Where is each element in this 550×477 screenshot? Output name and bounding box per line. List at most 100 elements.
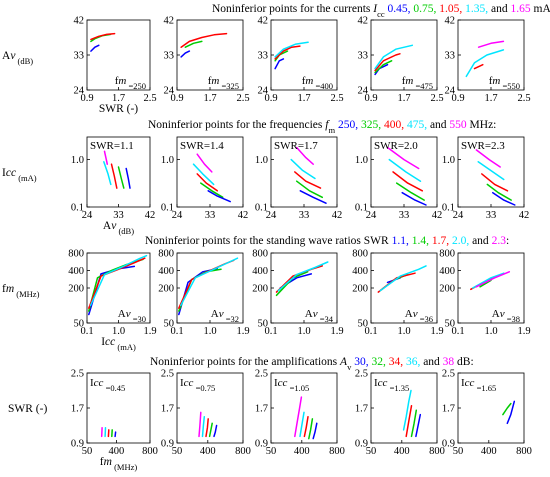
series-line-32 bbox=[208, 422, 213, 438]
y-tick-label: 200 bbox=[439, 284, 455, 295]
y-tick-label: 1.7 bbox=[255, 404, 268, 415]
panel-2: 0.9 1.7 2.5 42 33 24 fm =325 bbox=[164, 16, 250, 105]
panel-3: 0.1 1.0 1.9 800 400 200 50 Av =34 bbox=[252, 249, 343, 338]
y-tick-label: 2.5 bbox=[255, 369, 268, 380]
y-tick-label: 200 bbox=[252, 284, 268, 295]
y-tick-label: 1.0 bbox=[71, 155, 84, 166]
x-tick-label: 0.9 bbox=[264, 93, 277, 104]
y-tick-label: 800 bbox=[158, 249, 174, 260]
x-tick-label: 1.7 bbox=[397, 93, 410, 104]
panel-4: 0.9 1.7 2.5 42 33 24 fm =475 bbox=[358, 16, 444, 105]
series-line-2.0 bbox=[89, 254, 148, 307]
y-axis-label: SWR (-) bbox=[8, 403, 47, 415]
x-tick-label: 1.7 bbox=[484, 93, 497, 104]
x-tick-label: 0.1 bbox=[451, 326, 464, 337]
y-tick-label: 2.5 bbox=[442, 369, 455, 380]
x-tick-label: 50 bbox=[266, 446, 277, 457]
y-tick-label: 33 bbox=[258, 51, 269, 62]
panel-label: Icc =1.35 bbox=[374, 377, 409, 393]
x-tick-label: 400 bbox=[481, 446, 497, 457]
x-tick-label: 1.9 bbox=[430, 326, 443, 337]
panel-label: Av =32 bbox=[211, 308, 239, 324]
y-tick-label: 0.9 bbox=[355, 439, 368, 450]
y-tick-label: 0.9 bbox=[161, 439, 174, 450]
panel-4: 0.1 1.0 1.9 800 400 200 50 Av =36 bbox=[352, 249, 443, 338]
panel-label: SWR=1.4 bbox=[180, 140, 224, 152]
series-line-30 bbox=[506, 400, 516, 425]
series-line-30 bbox=[213, 424, 218, 438]
x-tick-label: 2.5 bbox=[236, 93, 249, 104]
panel-label: fm =325 bbox=[208, 75, 239, 91]
y-tick-label: 33 bbox=[358, 51, 369, 62]
x-tick-label: 24 bbox=[172, 210, 183, 221]
y-tick-label: 24 bbox=[358, 86, 369, 97]
x-tick-label: 1.0 bbox=[397, 326, 410, 337]
y-tick-label: 400 bbox=[252, 266, 268, 277]
y-tick-label: 0.9 bbox=[255, 439, 268, 450]
panel-label: Icc =0.45 bbox=[90, 377, 125, 393]
panel-label: fm =550 bbox=[489, 75, 520, 91]
series-line-2.0 bbox=[179, 257, 239, 307]
series-line-1.05 bbox=[374, 53, 401, 72]
y-tick-label: 2.5 bbox=[71, 369, 84, 380]
chart-row-3: Noninferior points for the standing wave… bbox=[2, 235, 531, 352]
series-line-400 bbox=[392, 171, 424, 192]
x-tick-label: 33 bbox=[205, 210, 216, 221]
panel-label: SWR=2.0 bbox=[374, 140, 418, 152]
series-line-250 bbox=[207, 190, 231, 203]
y-tick-label: 0.9 bbox=[442, 439, 455, 450]
chart-row-2: Noninferior points for the frequencies f… bbox=[2, 119, 529, 236]
y-tick-label: 50 bbox=[358, 319, 369, 330]
series-line-1.4 bbox=[479, 279, 492, 288]
series-line-475 bbox=[103, 161, 112, 186]
x-tick-label: 0.9 bbox=[170, 93, 183, 104]
series-line-1.05 bbox=[274, 45, 301, 60]
x-tick-label: 50 bbox=[366, 446, 377, 457]
y-tick-label: 1.7 bbox=[161, 404, 174, 415]
series-line-0.75 bbox=[374, 60, 393, 74]
series-line-32 bbox=[410, 409, 418, 438]
series-line-475 bbox=[388, 158, 422, 182]
panel-2: 24 33 42 1.0 0.1 SWR=1.4 bbox=[161, 136, 249, 221]
x-tick-label: 24 bbox=[366, 210, 377, 221]
x-tick-label: 0.1 bbox=[80, 326, 93, 337]
y-tick-label: 800 bbox=[252, 249, 268, 260]
y-tick-label: 50 bbox=[164, 319, 175, 330]
x-tick-label: 42 bbox=[145, 210, 156, 221]
chart-row-4: Noninferior points for the amplification… bbox=[8, 356, 532, 472]
series-line-30 bbox=[415, 413, 422, 438]
y-tick-label: 1.0 bbox=[442, 155, 455, 166]
x-tick-label: 50 bbox=[172, 446, 183, 457]
series-line-1.35 bbox=[274, 41, 309, 58]
panel-2: 50 400 800 2.5 1.7 0.9 Icc =0.75 bbox=[161, 369, 251, 458]
x-tick-label: 2.5 bbox=[330, 93, 343, 104]
x-tick-label: 1.0 bbox=[297, 326, 310, 337]
series-line-400 bbox=[481, 173, 509, 192]
y-tick-label: 400 bbox=[158, 266, 174, 277]
x-tick-label: 33 bbox=[113, 210, 124, 221]
x-tick-label: 42 bbox=[238, 210, 249, 221]
y-tick-label: 1.0 bbox=[355, 155, 368, 166]
x-tick-label: 2.5 bbox=[143, 93, 156, 104]
series-line-36 bbox=[402, 389, 412, 431]
y-tick-label: 50 bbox=[445, 319, 456, 330]
y-tick-label: 1.0 bbox=[161, 155, 174, 166]
series-line-325 bbox=[295, 180, 324, 199]
x-tick-label: 0.9 bbox=[364, 93, 377, 104]
panel-5: 50 400 800 2.5 1.7 0.9 Icc =1.65 bbox=[442, 369, 532, 458]
y-tick-label: 24 bbox=[164, 86, 175, 97]
series-line-0.75 bbox=[184, 40, 203, 48]
series-line-1.4 bbox=[275, 271, 309, 297]
y-tick-label: 1.7 bbox=[71, 404, 84, 415]
x-tick-label: 2.5 bbox=[517, 93, 530, 104]
x-tick-label: 1.9 bbox=[236, 326, 249, 337]
panel-4: 24 33 42 1.0 0.1 SWR=2.0 bbox=[355, 136, 442, 221]
x-tick-label: 1.0 bbox=[484, 326, 497, 337]
series-line-250 bbox=[401, 191, 427, 206]
x-tick-label: 24 bbox=[453, 210, 464, 221]
series-line-250 bbox=[492, 191, 516, 206]
panel-label: Av =38 bbox=[492, 308, 520, 324]
series-line-550 bbox=[295, 146, 314, 165]
series-line-250 bbox=[299, 190, 327, 204]
series-line-34 bbox=[303, 416, 309, 438]
